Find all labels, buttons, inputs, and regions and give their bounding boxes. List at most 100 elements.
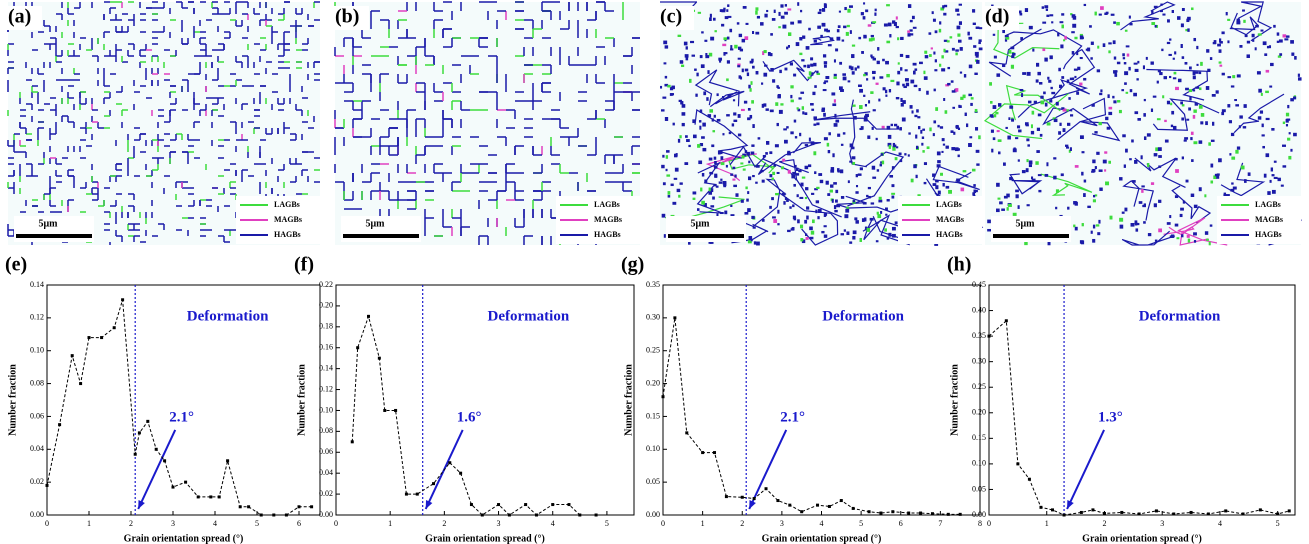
data-point xyxy=(930,512,934,516)
boundary-dot xyxy=(1164,139,1169,143)
boundary-dot xyxy=(1223,192,1227,196)
arrow-head xyxy=(425,500,433,509)
data-point xyxy=(297,505,301,509)
boundary-dot xyxy=(829,189,833,193)
boundary-dot xyxy=(975,127,979,131)
boundary-dot xyxy=(830,184,834,188)
boundary-dot xyxy=(1037,113,1042,117)
boundary-dot xyxy=(813,39,817,43)
boundary-dot xyxy=(886,73,890,78)
boundary-dot xyxy=(670,183,674,187)
boundary-dot xyxy=(935,185,939,190)
boundary-dot xyxy=(777,223,780,226)
boundary-dot xyxy=(712,196,715,200)
boundary-dot xyxy=(1061,107,1065,110)
boundary-dot xyxy=(790,85,794,89)
boundary-dot xyxy=(1160,9,1163,13)
data-point xyxy=(284,513,288,517)
boundary-dot xyxy=(897,62,900,65)
boundary-dot xyxy=(966,123,969,128)
boundary-dot xyxy=(837,133,841,137)
boundary-dot xyxy=(734,44,738,49)
boundary-dot xyxy=(1196,63,1199,66)
data-point xyxy=(383,408,387,412)
boundary-dot xyxy=(1266,45,1270,49)
boundary-dot xyxy=(944,110,948,114)
boundary-dot xyxy=(885,60,889,65)
boundary-dot xyxy=(791,227,795,231)
boundary-dot xyxy=(1005,126,1008,129)
boundary-dot xyxy=(840,233,845,236)
grain-boundary xyxy=(709,90,745,108)
boundary-dot xyxy=(1160,3,1163,6)
boundary-dot xyxy=(943,39,948,42)
boundary-dot xyxy=(1083,179,1087,183)
boundary-dot xyxy=(969,136,973,139)
y-tick-label: 0.10 xyxy=(972,459,986,468)
boundary-dot xyxy=(1064,35,1067,40)
boundary-dot xyxy=(842,73,846,76)
boundary-dot xyxy=(1181,104,1185,107)
boundary-dot xyxy=(1157,147,1162,151)
boundary-dot xyxy=(748,84,751,89)
annotation: Deformation xyxy=(1139,308,1221,324)
boundary-dot xyxy=(1290,40,1294,44)
boundary-dot xyxy=(978,41,981,45)
boundary-dot xyxy=(900,97,903,102)
boundary-dot xyxy=(1114,73,1118,77)
boundary-dot xyxy=(889,34,892,38)
boundary-dot xyxy=(1218,158,1222,163)
boundary-dot xyxy=(1031,176,1034,180)
boundary-dot xyxy=(805,233,808,237)
boundary-dot xyxy=(808,71,812,76)
boundary-dot xyxy=(797,108,801,112)
x-tick-label: 4 xyxy=(1218,519,1222,528)
boundary-dot xyxy=(1049,55,1053,60)
boundary-dot xyxy=(1076,51,1079,56)
boundary-dot xyxy=(1119,177,1123,181)
boundary-dot xyxy=(890,123,894,127)
boundary-dot xyxy=(1066,79,1070,84)
boundary-dot xyxy=(804,144,809,147)
boundary-dot xyxy=(1015,194,1019,199)
boundary-dot xyxy=(1050,86,1053,90)
boundary-dot xyxy=(1234,99,1237,102)
boundary-dot xyxy=(702,122,706,127)
boundary-dot xyxy=(823,64,827,68)
boundary-dot xyxy=(814,188,818,191)
boundary-dot xyxy=(1193,240,1197,243)
boundary-dot xyxy=(713,165,718,169)
boundary-dot xyxy=(1175,86,1179,91)
boundary-dot xyxy=(912,62,917,66)
boundary-dot xyxy=(769,174,773,178)
boundary-dot xyxy=(1110,13,1115,16)
boundary-dot xyxy=(1186,235,1190,238)
boundary-dot xyxy=(1198,140,1203,144)
boundary-dot xyxy=(755,10,758,15)
boundary-dot xyxy=(733,119,738,123)
boundary-dot xyxy=(816,122,820,126)
grain-boundary xyxy=(1163,226,1209,246)
boundary-dot xyxy=(962,94,966,99)
boundary-dot xyxy=(1012,52,1016,56)
boundary-dot xyxy=(688,144,691,148)
boundary-dot xyxy=(884,228,887,232)
boundary-dot xyxy=(1187,28,1190,32)
boundary-dot xyxy=(875,240,879,243)
boundary-dot xyxy=(1200,113,1205,117)
boundary-dot xyxy=(910,178,914,183)
boundary-dot xyxy=(888,232,892,237)
boundary-dot xyxy=(1280,184,1284,187)
boundary-dot xyxy=(775,102,779,106)
boundary-dot xyxy=(795,42,800,47)
boundary-dot xyxy=(1285,124,1289,127)
legend-label: HAGBs xyxy=(936,230,963,239)
boundary-dot xyxy=(964,112,967,117)
boundary-dot xyxy=(709,171,714,175)
boundary-dot xyxy=(1060,44,1064,49)
boundary-dot xyxy=(857,65,860,69)
grain-boundary xyxy=(1005,84,1061,121)
boundary-dot xyxy=(813,62,817,67)
y-tick-label: 0.22 xyxy=(319,280,333,289)
x-tick-label: 2 xyxy=(129,519,133,528)
